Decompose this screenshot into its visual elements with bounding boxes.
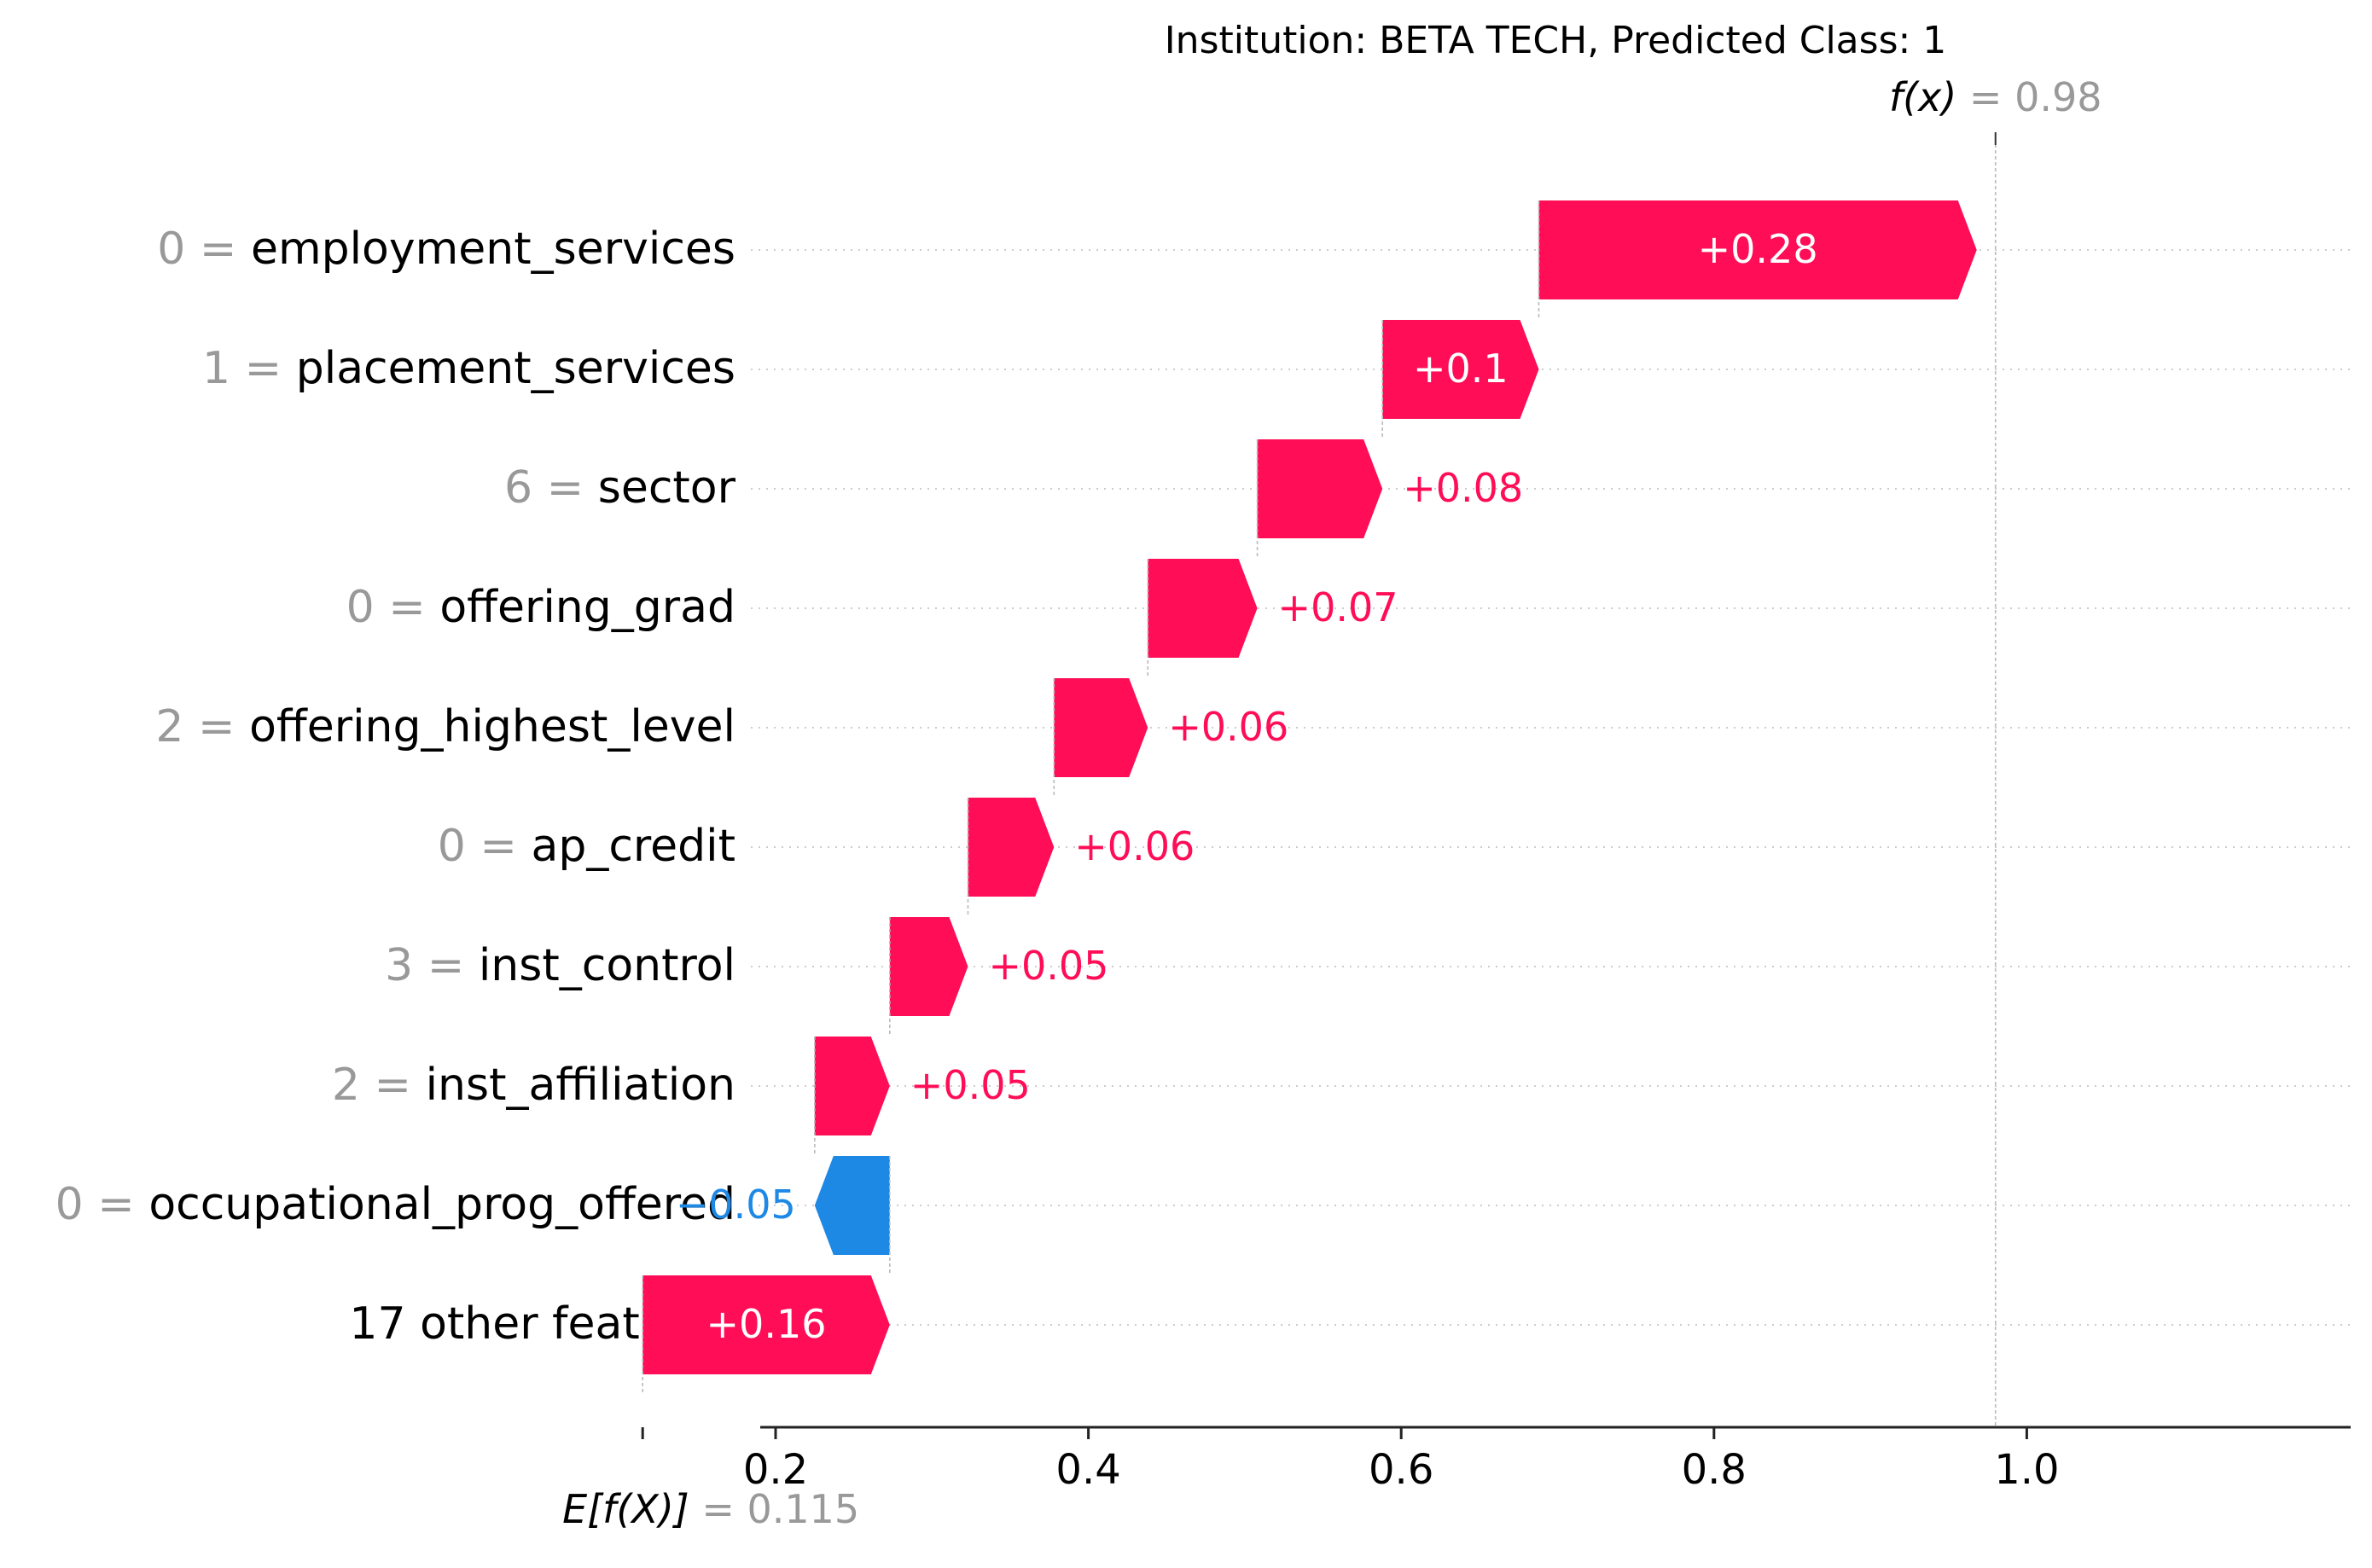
- positive-bar: [1538, 200, 1977, 299]
- output-label: f(x) = 0.98: [1889, 74, 2102, 120]
- feature-value: 2 =: [332, 1060, 426, 1111]
- feature-label: 1 = placement_services: [202, 343, 735, 394]
- feature-value: 1 =: [202, 343, 296, 394]
- x-tick-label: 0.4: [1055, 1446, 1120, 1494]
- contribution-label: +0.16: [706, 1301, 827, 1347]
- feature-name: offering_highest_level: [249, 701, 735, 752]
- base-symbol: E[f(X)]: [562, 1486, 701, 1532]
- x-tick-label: 0.8: [1682, 1446, 1747, 1494]
- feature-label: 2 = inst_affiliation: [332, 1060, 735, 1111]
- feature-value: 0 =: [157, 224, 251, 275]
- output-value: = 0.98: [1969, 74, 2102, 120]
- x-tick-label: 0.2: [743, 1446, 808, 1494]
- feature-name: occupational_prog_offered: [148, 1179, 735, 1230]
- contribution-label: +0.28: [1698, 226, 1818, 272]
- feature-label: 0 = employment_services: [157, 224, 735, 275]
- feature-value: 0 =: [438, 821, 532, 872]
- base-value-label: E[f(X)] = 0.115: [562, 1486, 859, 1532]
- positive-bar: [1257, 439, 1383, 538]
- feature-value: 3 =: [385, 940, 479, 991]
- feature-value: 6 =: [504, 462, 598, 514]
- feature-name: inst_affiliation: [426, 1060, 735, 1111]
- positive-bar: [968, 798, 1055, 897]
- contribution-label: +0.06: [1074, 823, 1195, 869]
- feature-label: 0 = occupational_prog_offered: [55, 1179, 735, 1230]
- contribution-label: +0.06: [1168, 704, 1288, 750]
- feature-rows: 0 = employment_services +0.28 1 = placemen…: [55, 74, 2351, 1427]
- positive-bar: [1148, 559, 1258, 658]
- feature-name: placement_services: [296, 343, 735, 394]
- feature-name: sector: [598, 462, 736, 514]
- x-tick-label: 1.0: [1994, 1446, 2059, 1494]
- base-value: = 0.115: [701, 1486, 859, 1532]
- contribution-label: +0.05: [910, 1062, 1031, 1108]
- positive-bar: [814, 1037, 890, 1135]
- contribution-label: +0.05: [988, 943, 1108, 989]
- contribution-label: +0.1: [1413, 346, 1509, 392]
- feature-value: 0 =: [55, 1179, 149, 1230]
- positive-bar: [1054, 678, 1148, 777]
- feature-name: ap_credit: [531, 821, 735, 872]
- feature-label: 2 = offering_highest_level: [155, 701, 735, 752]
- output-symbol: f(x): [1889, 74, 1969, 120]
- feature-label: 0 = offering_grad: [346, 582, 735, 633]
- contribution-label: −0.05: [676, 1182, 796, 1228]
- feature-label: 6 = sector: [504, 462, 736, 514]
- feature-name: employment_services: [251, 224, 735, 275]
- feature-name: offering_grad: [439, 582, 735, 633]
- feature-value: 0 =: [346, 582, 440, 633]
- chart-title: Institution: BETA TECH, Predicted Class:…: [1165, 19, 1947, 62]
- positive-bar: [642, 1275, 890, 1374]
- x-axis: 0.2 0.4 0.6 0.8 1.0 E[f(X)] = 0.115: [562, 1426, 2351, 1532]
- feature-name: inst_control: [479, 940, 735, 991]
- negative-bar: [814, 1156, 890, 1255]
- feature-label: 3 = inst_control: [385, 940, 735, 991]
- positive-bar: [1382, 320, 1539, 419]
- positive-bar: [889, 917, 968, 1016]
- feature-label: 0 = ap_credit: [438, 821, 735, 872]
- feature-value: 2 =: [155, 701, 249, 752]
- contribution-label: +0.08: [1403, 465, 1523, 511]
- x-tick-label: 0.6: [1369, 1446, 1433, 1494]
- contribution-label: +0.07: [1278, 584, 1398, 630]
